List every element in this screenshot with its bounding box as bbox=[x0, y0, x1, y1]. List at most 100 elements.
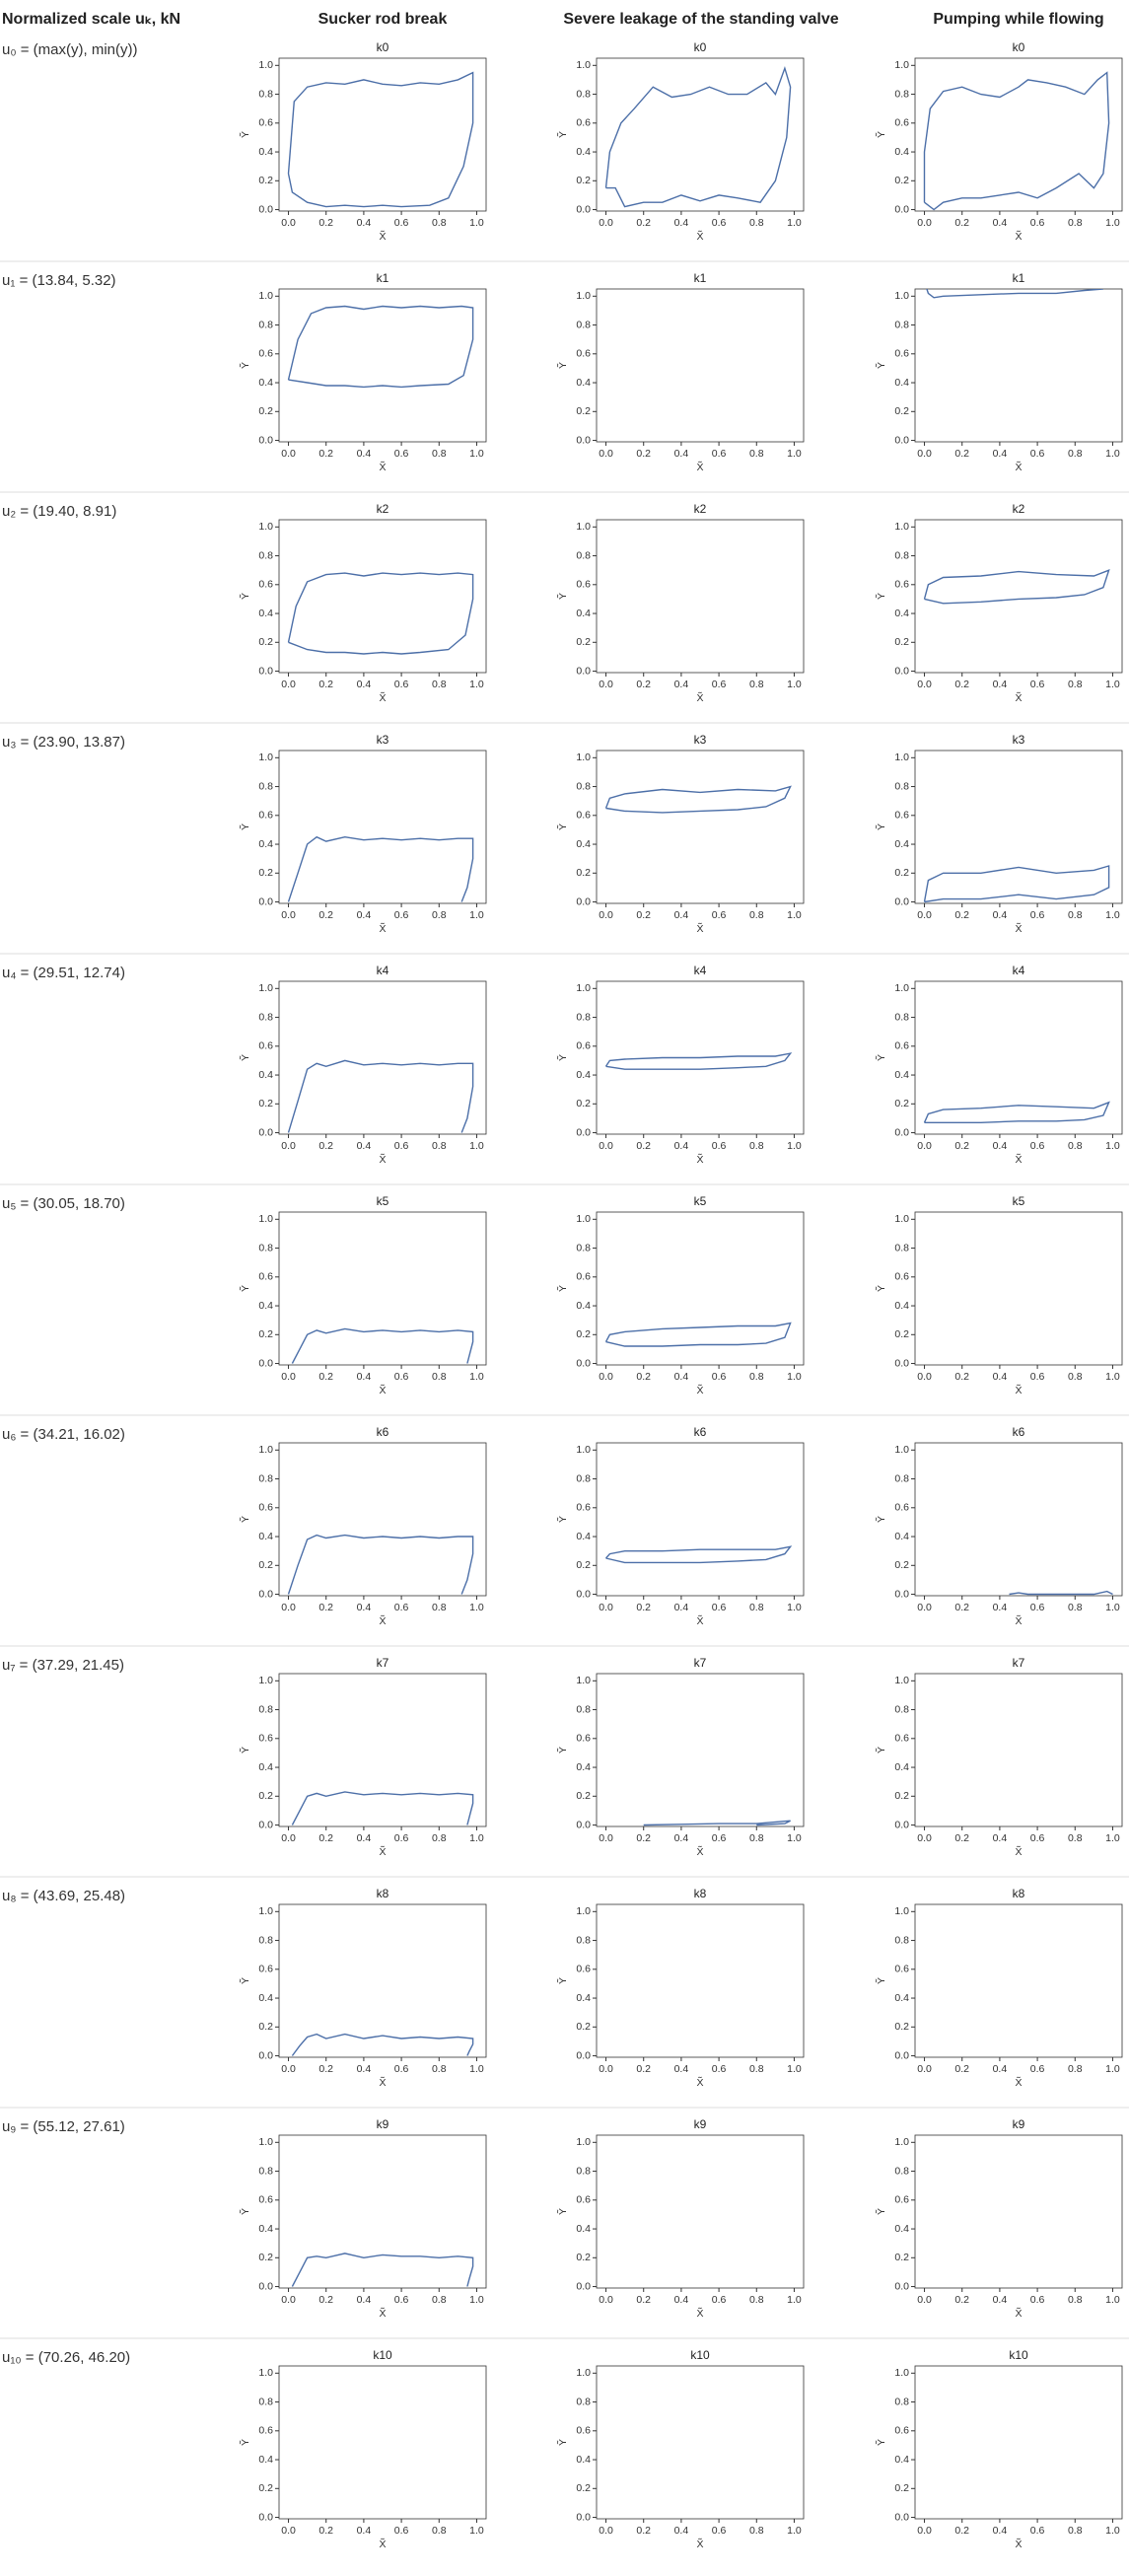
x-tick-label: 0.2 bbox=[954, 679, 969, 690]
y-tick-label: 0.6 bbox=[258, 1964, 273, 1975]
x-tick-label: 0.6 bbox=[712, 2063, 727, 2075]
x-tick-label: 0.4 bbox=[357, 1602, 372, 1613]
x-tick-label: 0.8 bbox=[432, 2294, 447, 2306]
y-tick-label: 0.8 bbox=[258, 1934, 273, 1946]
y-tick-label: 0.2 bbox=[576, 1098, 591, 1109]
chart-title: k2 bbox=[1013, 502, 1025, 516]
curve bbox=[291, 2253, 474, 2287]
column-header: Pumping while flowing bbox=[933, 11, 1103, 28]
x-tick-label: 0.2 bbox=[954, 1602, 969, 1613]
y-tick-label: 0.4 bbox=[576, 1531, 591, 1542]
y-tick-label: 0.6 bbox=[576, 348, 591, 360]
x-tick-label: 0.6 bbox=[394, 217, 409, 229]
plot-frame bbox=[596, 980, 805, 1135]
y-tick-label: 0.2 bbox=[258, 1559, 273, 1571]
y-tick-label: 0.4 bbox=[258, 2454, 273, 2466]
row-label: u₄ = (29.51, 12.74) bbox=[2, 965, 125, 981]
y-tick-label: 0.6 bbox=[576, 1733, 591, 1745]
plot-frame bbox=[278, 519, 487, 674]
y-axis-label: Ỹ bbox=[239, 1285, 251, 1292]
x-tick-label: 0.4 bbox=[993, 448, 1008, 460]
curve bbox=[923, 71, 1110, 211]
row-label: u₂ = (19.40, 8.91) bbox=[2, 503, 116, 520]
x-tick-label: 0.0 bbox=[599, 448, 613, 460]
column-header: Sucker rod break bbox=[318, 11, 448, 28]
x-tick-label: 0.6 bbox=[712, 1371, 727, 1383]
y-tick-label: 0.0 bbox=[894, 2511, 909, 2523]
x-tick-label: 1.0 bbox=[1105, 1602, 1120, 1613]
y-tick-label: 0.4 bbox=[258, 1069, 273, 1081]
x-tick-label: 0.2 bbox=[318, 2063, 333, 2075]
x-tick-label: 0.6 bbox=[394, 2525, 409, 2537]
y-tick-label: 0.6 bbox=[894, 348, 909, 360]
plot-frame bbox=[596, 57, 805, 212]
x-tick-label: 1.0 bbox=[469, 1371, 484, 1383]
x-tick-label: 1.0 bbox=[1105, 1140, 1120, 1152]
plot-frame bbox=[914, 288, 1123, 443]
x-tick-label: 0.6 bbox=[712, 679, 727, 690]
x-tick-label: 0.6 bbox=[1030, 1832, 1045, 1844]
x-tick-label: 1.0 bbox=[469, 1832, 484, 1844]
y-tick-label: 0.0 bbox=[576, 203, 591, 215]
y-tick-label: 0.6 bbox=[258, 2425, 273, 2437]
x-tick-label: 0.8 bbox=[1068, 2525, 1083, 2537]
curve bbox=[287, 1059, 474, 1133]
y-tick-label: 0.4 bbox=[576, 1761, 591, 1773]
y-tick-label: 0.2 bbox=[576, 405, 591, 417]
x-tick-label: 0.6 bbox=[394, 1140, 409, 1152]
y-tick-label: 0.8 bbox=[576, 549, 591, 561]
chart-title: k9 bbox=[1013, 2117, 1025, 2131]
x-tick-label: 0.8 bbox=[749, 1602, 764, 1613]
y-tick-label: 0.0 bbox=[894, 1126, 909, 1138]
curve bbox=[287, 835, 474, 902]
curve bbox=[291, 1791, 474, 1825]
x-tick-label: 0.4 bbox=[674, 1602, 689, 1613]
y-tick-label: 0.4 bbox=[894, 1531, 909, 1542]
x-tick-label: 0.6 bbox=[394, 2063, 409, 2075]
chart: k6 0.0 0.2 0.4 0.6 0.8 1.0 0.0 0.2 0.4 0.6 0.8 1.0 X̃… bbox=[556, 1425, 805, 1627]
y-tick-label: 0.0 bbox=[258, 2280, 273, 2292]
x-tick-label: 1.0 bbox=[787, 1371, 802, 1383]
y-axis-label: Ỹ bbox=[239, 1516, 251, 1523]
y-tick-label: 0.2 bbox=[894, 1328, 909, 1340]
curve bbox=[923, 865, 1110, 903]
y-tick-label: 0.4 bbox=[894, 838, 909, 850]
curve bbox=[604, 1322, 792, 1347]
curve bbox=[923, 1101, 1110, 1123]
chart-title: k1 bbox=[377, 271, 389, 285]
y-tick-label: 0.8 bbox=[258, 1011, 273, 1023]
x-tick-label: 0.0 bbox=[917, 679, 932, 690]
chart: k9 0.0 0.2 0.4 0.6 0.8 1.0 0.0 0.2 0.4 0.6 0.8 1.0 X̃… bbox=[875, 2117, 1123, 2320]
x-tick-label: 0.2 bbox=[954, 448, 969, 460]
y-axis-label: Ỹ bbox=[875, 1747, 887, 1753]
x-tick-label: 0.2 bbox=[954, 2294, 969, 2306]
x-tick-label: 0.4 bbox=[357, 1832, 372, 1844]
curve bbox=[604, 65, 792, 208]
chart-title: k4 bbox=[1013, 964, 1025, 977]
x-tick-label: 0.0 bbox=[917, 1371, 932, 1383]
y-tick-label: 0.2 bbox=[894, 1098, 909, 1109]
y-tick-label: 0.8 bbox=[576, 1011, 591, 1023]
x-tick-label: 0.2 bbox=[636, 679, 651, 690]
y-tick-label: 0.4 bbox=[258, 838, 273, 850]
y-tick-label: 0.8 bbox=[576, 88, 591, 100]
x-tick-label: 0.0 bbox=[281, 2294, 296, 2306]
y-tick-label: 0.6 bbox=[258, 117, 273, 129]
curve bbox=[643, 1820, 791, 1826]
chart: k3 0.0 0.2 0.4 0.6 0.8 1.0 0.0 0.2 0.4 0.6 0.8 1.0 X̃… bbox=[875, 733, 1123, 935]
x-tick-label: 0.6 bbox=[394, 909, 409, 921]
y-tick-label: 0.4 bbox=[576, 2454, 591, 2466]
row-label: u₁ = (13.84, 5.32) bbox=[2, 272, 116, 289]
plot-frame bbox=[278, 1903, 487, 2058]
chart: k2 0.0 0.2 0.4 0.6 0.8 1.0 0.0 0.2 0.4 0.6 0.8 1.0 X̃… bbox=[556, 502, 805, 704]
x-tick-label: 0.2 bbox=[636, 1832, 651, 1844]
x-axis-label: X̃ bbox=[1015, 2307, 1022, 2320]
x-tick-label: 0.6 bbox=[394, 679, 409, 690]
y-tick-label: 1.0 bbox=[576, 521, 591, 533]
y-tick-label: 1.0 bbox=[894, 2367, 909, 2379]
y-axis-label: Ỹ bbox=[875, 1285, 887, 1292]
curve bbox=[1009, 1590, 1113, 1596]
x-tick-label: 0.6 bbox=[1030, 679, 1045, 690]
x-tick-label: 0.2 bbox=[318, 1371, 333, 1383]
x-tick-label: 1.0 bbox=[787, 2294, 802, 2306]
